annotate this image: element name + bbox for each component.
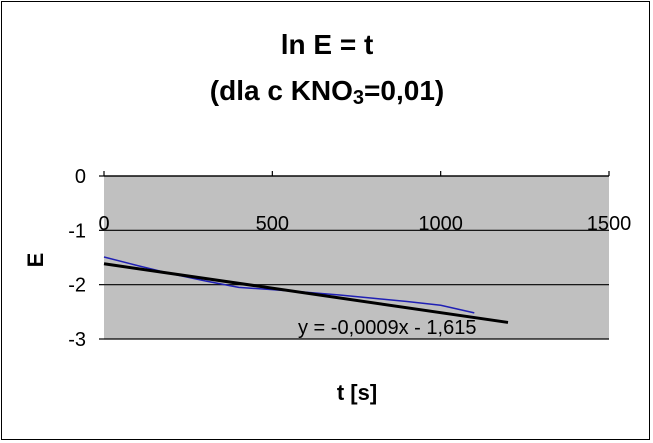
x-tick-label: 1500	[587, 213, 632, 235]
title-suffix: =0,01)	[364, 75, 444, 106]
chart-title-line1: ln E = t	[281, 29, 374, 60]
x-tick-label: 1000	[418, 213, 463, 235]
y-tick-label: -3	[68, 329, 86, 351]
x-tick-label: 0	[98, 213, 109, 235]
chart-title-line2: (dla c KNO3=0,01)	[210, 75, 444, 109]
title-subscript: 3	[353, 87, 364, 109]
y-axis-label: E	[23, 253, 48, 268]
x-tick-layer: 0 500 1000 1500	[98, 171, 631, 235]
trendline-equation: y = -0,0009x - 1,615	[298, 317, 476, 339]
y-tick-label: -1	[68, 220, 86, 242]
x-axis-label: t [s]	[337, 380, 377, 405]
title-prefix: (dla c KNO	[210, 75, 353, 106]
trendline	[103, 262, 509, 324]
series-layer	[103, 256, 509, 324]
y-tick-layer: 0 -1 -2 -3	[68, 166, 104, 351]
y-tick-label: 0	[75, 166, 86, 188]
y-tick-label: -2	[68, 275, 86, 297]
x-tick-label: 500	[256, 213, 289, 235]
plot-area	[104, 176, 609, 339]
